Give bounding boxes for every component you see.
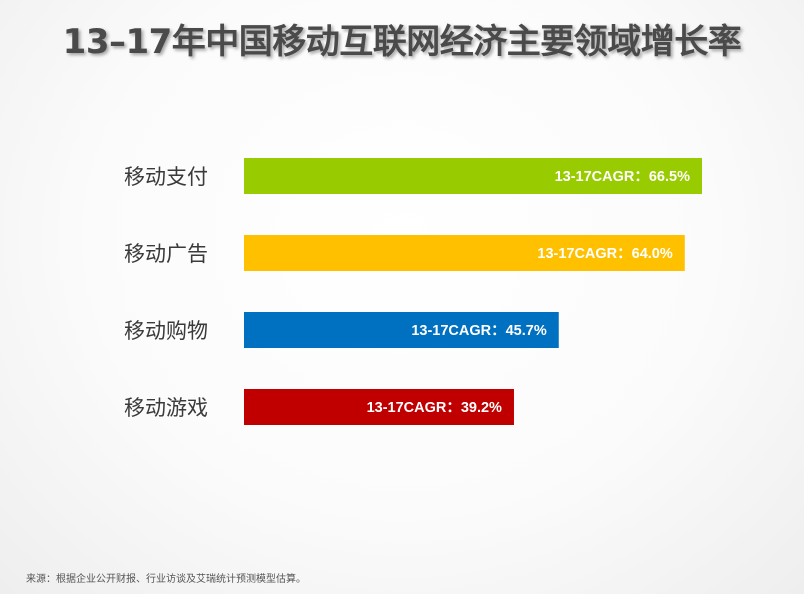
data-label: 13-17CAGR：66.5% xyxy=(555,169,690,185)
data-label: 13-17CAGR：39.2% xyxy=(367,400,502,416)
category-label: 移动支付 xyxy=(124,165,208,189)
bar xyxy=(244,389,514,425)
chart-title: 13–17年中国移动互联网经济主要领域增长率 xyxy=(62,22,742,62)
bar xyxy=(244,235,685,271)
data-label: 13-17CAGR：64.0% xyxy=(537,246,672,262)
bar xyxy=(244,158,702,194)
category-label: 移动游戏 xyxy=(124,396,208,420)
category-label: 移动广告 xyxy=(124,242,208,266)
data-label: 13-17CAGR：45.7% xyxy=(411,323,546,339)
source-note: 来源：根据企业公开财报、行业访谈及艾瑞统计预测模型估算。 xyxy=(26,574,306,585)
bar xyxy=(244,312,559,348)
category-label: 移动购物 xyxy=(124,319,208,343)
